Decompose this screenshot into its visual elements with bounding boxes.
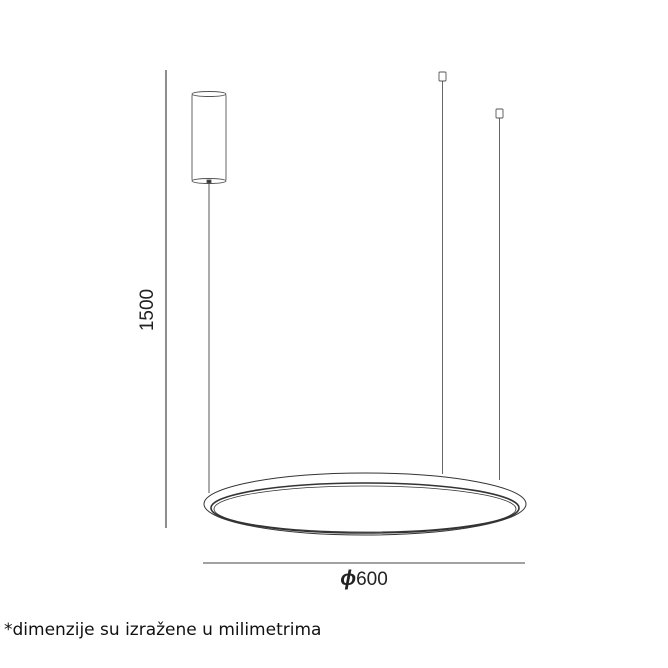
canopy [191, 91, 227, 184]
suspension-wire-1 [438, 71, 447, 474]
diameter-dimension-label: ϕ600 [340, 567, 388, 591]
ring-luminaire [203, 472, 527, 536]
height-dimension-label: 1500 [137, 288, 158, 332]
diameter-value: 600 [356, 569, 388, 590]
suspension-wire-2 [495, 108, 504, 480]
diameter-symbol: ϕ [340, 567, 357, 590]
units-note: *dimenzije su izražene u milimetrima [4, 620, 322, 640]
